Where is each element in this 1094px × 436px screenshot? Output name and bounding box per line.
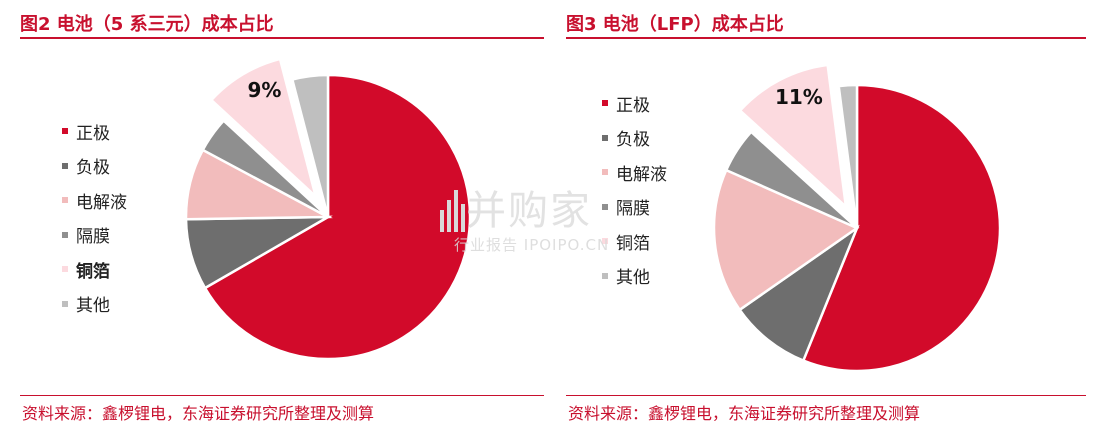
legend-label: 电解液: [616, 164, 667, 185]
chart-title: 图2 电池（5 系三元）成本占比: [20, 14, 274, 35]
legend-item-3: 隔膜: [62, 218, 127, 253]
legend-swatch: [602, 100, 608, 107]
pie-chart-lfp: 11%: [712, 63, 1002, 373]
pie-slice-3: [724, 130, 858, 230]
pie-slice-5: [837, 83, 859, 229]
legend-swatch: [602, 134, 608, 141]
source-divider: [566, 395, 1086, 396]
chart-panel-left: 图2 电池（5 系三元）成本占比 9% 正极负极电解液隔膜铜箔其他 资料来源：鑫…: [0, 0, 546, 436]
source-note: 资料来源：鑫椤锂电，东海证券研究所整理及测算: [22, 404, 375, 423]
legend-item-4: 铜箔: [602, 224, 667, 259]
legend-swatch: [62, 266, 68, 273]
legend-label: 隔膜: [76, 227, 110, 248]
pie-slice-3: [201, 118, 329, 219]
legend: 正极负极电解液隔膜铜箔其他: [62, 114, 127, 321]
legend-label: 铜箔: [616, 233, 650, 254]
pie-slice-5: [290, 73, 330, 218]
legend-swatch: [62, 300, 68, 307]
legend-item-5: 其他: [602, 259, 667, 294]
legend-label: 其他: [76, 296, 110, 317]
legend-swatch: [62, 162, 68, 169]
title-divider: [566, 37, 1086, 39]
legend-swatch: [62, 197, 68, 204]
legend-item-4: 铜箔: [62, 252, 127, 287]
source-note: 资料来源：鑫椤锂电，东海证券研究所整理及测算: [568, 404, 921, 423]
legend-item-1: 负极: [602, 121, 667, 156]
legend-label: 其他: [616, 268, 650, 289]
data-label: 9%: [247, 78, 281, 102]
pie-slice-1: [737, 224, 860, 363]
legend-item-1: 负极: [62, 149, 127, 184]
pie-slice-0: [203, 73, 472, 361]
legend-swatch: [62, 128, 68, 135]
chart-title: 图3 电池（LFP）成本占比: [566, 14, 784, 35]
pie-slice-0: [801, 83, 1002, 373]
legend-item-3: 隔膜: [602, 190, 667, 225]
legend-item-5: 其他: [62, 287, 127, 322]
legend-label: 电解液: [76, 192, 127, 213]
legend-item-2: 电解液: [62, 183, 127, 218]
legend-swatch: [602, 272, 608, 279]
pie-slice-2: [712, 168, 860, 312]
chart-panel-right: 图3 电池（LFP）成本占比 11% 正极负极电解液隔膜铜箔其他 资料来源：鑫椤…: [566, 0, 1094, 436]
legend-swatch: [602, 203, 608, 210]
legend: 正极负极电解液隔膜铜箔其他: [602, 86, 667, 293]
legend-label: 铜箔: [76, 261, 110, 282]
legend-label: 正极: [76, 123, 110, 144]
legend-item-2: 电解液: [602, 155, 667, 190]
legend-swatch: [602, 169, 608, 176]
source-divider: [20, 395, 544, 396]
legend-item-0: 正极: [62, 114, 127, 149]
legend-label: 负极: [616, 130, 650, 151]
data-label: 11%: [775, 85, 823, 109]
pie-slice-4: [738, 63, 848, 210]
legend-swatch: [602, 238, 608, 245]
pie-slice-4: [209, 57, 318, 201]
legend-swatch: [62, 231, 68, 238]
legend-label: 负极: [76, 158, 110, 179]
legend-label: 隔膜: [616, 199, 650, 220]
legend-item-0: 正极: [602, 86, 667, 121]
title-divider: [20, 37, 544, 39]
legend-label: 正极: [616, 95, 650, 116]
pie-chart-5-series-ternary: 9%: [184, 57, 472, 361]
